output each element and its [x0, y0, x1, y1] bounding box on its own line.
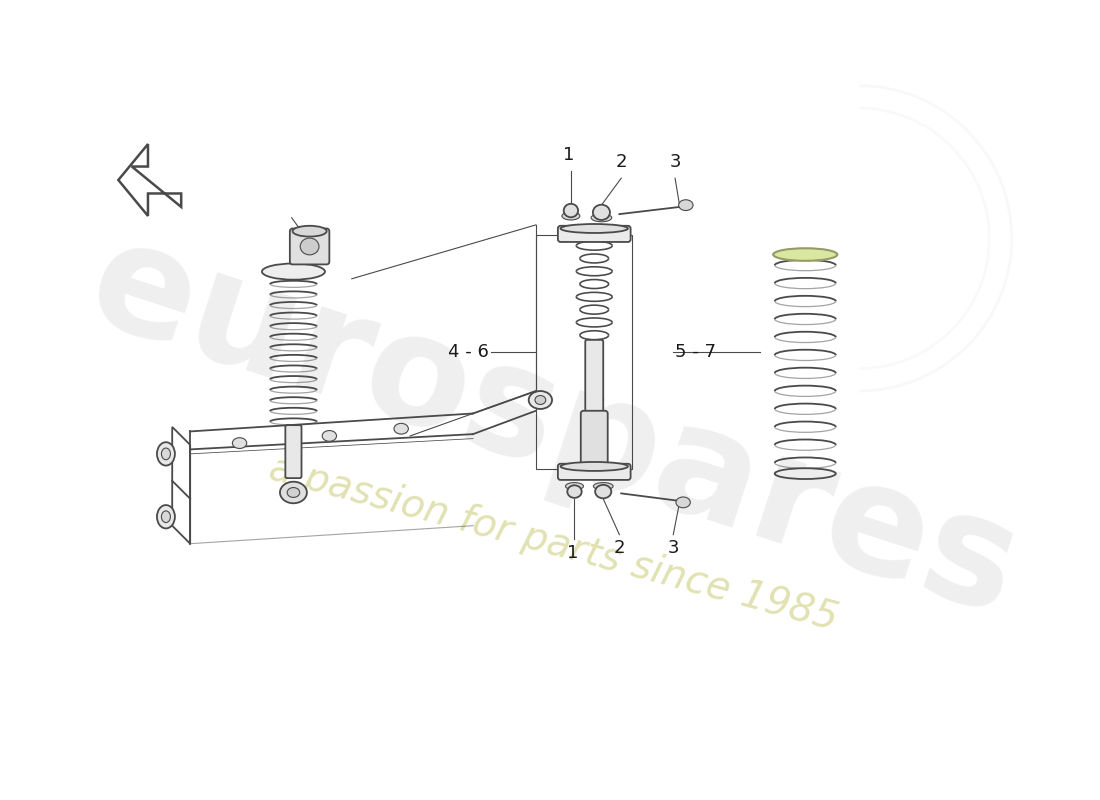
- Ellipse shape: [679, 200, 693, 210]
- Ellipse shape: [561, 224, 628, 233]
- Text: 1: 1: [566, 544, 579, 562]
- Text: 3: 3: [669, 153, 681, 171]
- FancyBboxPatch shape: [585, 340, 603, 420]
- Text: 3: 3: [668, 539, 679, 557]
- Text: 2: 2: [615, 153, 627, 171]
- Ellipse shape: [593, 482, 613, 490]
- Ellipse shape: [529, 391, 552, 409]
- FancyBboxPatch shape: [285, 425, 301, 478]
- Text: 5 - 7: 5 - 7: [675, 343, 716, 361]
- FancyBboxPatch shape: [558, 464, 630, 480]
- Text: 2: 2: [614, 539, 625, 557]
- Ellipse shape: [561, 462, 628, 471]
- Ellipse shape: [562, 212, 580, 220]
- Text: 1: 1: [563, 146, 575, 164]
- Ellipse shape: [563, 204, 579, 218]
- Ellipse shape: [162, 511, 170, 522]
- Ellipse shape: [774, 468, 836, 479]
- Text: a passion for parts since 1985: a passion for parts since 1985: [265, 450, 843, 638]
- Ellipse shape: [287, 487, 299, 498]
- Ellipse shape: [565, 482, 583, 490]
- Text: 4 - 6: 4 - 6: [449, 343, 490, 361]
- Ellipse shape: [162, 448, 170, 460]
- Ellipse shape: [232, 438, 246, 449]
- FancyBboxPatch shape: [558, 226, 630, 242]
- Ellipse shape: [591, 214, 612, 222]
- FancyBboxPatch shape: [581, 410, 607, 467]
- Ellipse shape: [535, 395, 546, 405]
- Ellipse shape: [293, 226, 327, 237]
- Ellipse shape: [676, 497, 691, 508]
- Bar: [536, 234, 632, 469]
- Ellipse shape: [300, 238, 319, 255]
- Ellipse shape: [394, 423, 408, 434]
- Ellipse shape: [568, 486, 582, 498]
- Ellipse shape: [773, 248, 837, 261]
- Ellipse shape: [595, 485, 612, 498]
- Ellipse shape: [322, 430, 337, 442]
- Ellipse shape: [157, 505, 175, 529]
- Ellipse shape: [593, 205, 611, 220]
- Ellipse shape: [280, 482, 307, 503]
- Ellipse shape: [262, 263, 324, 280]
- Text: eurospares: eurospares: [72, 207, 1036, 647]
- FancyBboxPatch shape: [289, 229, 329, 265]
- Ellipse shape: [157, 442, 175, 466]
